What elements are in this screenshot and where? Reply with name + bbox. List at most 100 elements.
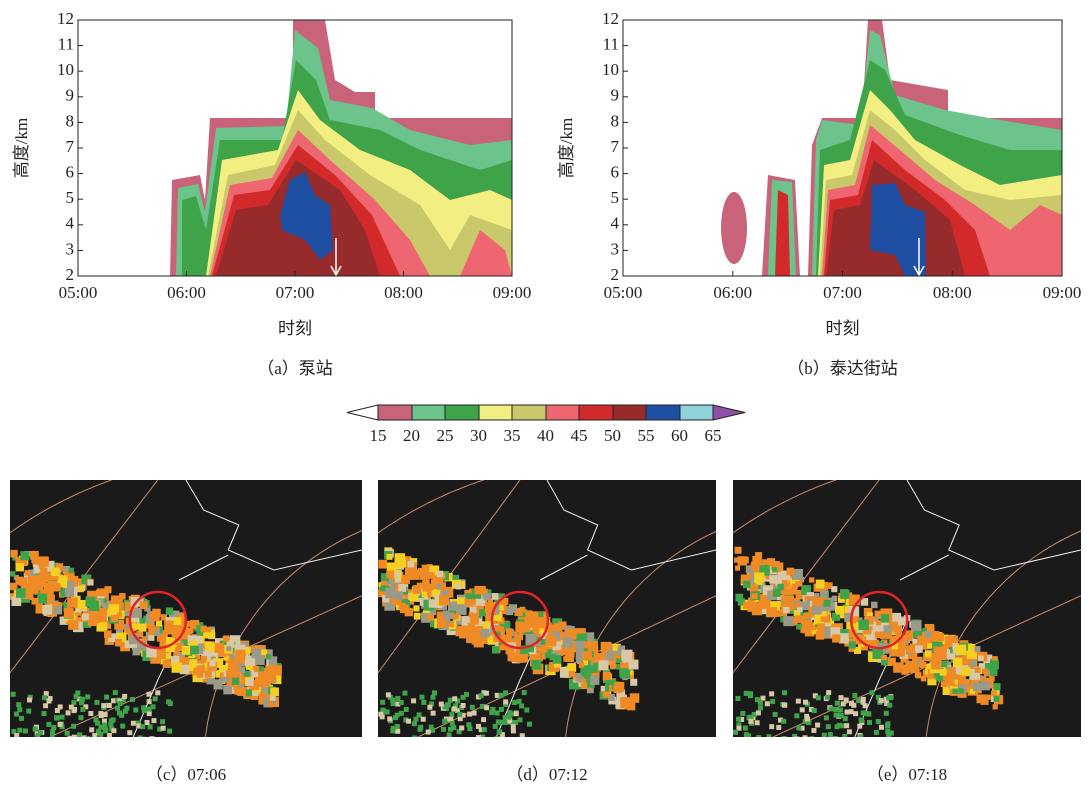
echo	[111, 728, 116, 733]
echo	[167, 729, 172, 734]
echo	[150, 611, 160, 621]
echo	[844, 710, 849, 715]
echo	[863, 703, 868, 708]
echo	[52, 583, 60, 591]
echo	[493, 724, 498, 729]
echo	[584, 642, 591, 649]
y-tick-label: 6	[66, 163, 75, 182]
echo	[201, 626, 207, 632]
echo	[812, 708, 817, 713]
echo	[792, 734, 797, 739]
echo	[385, 709, 390, 714]
echo	[517, 699, 522, 704]
echo	[66, 710, 71, 715]
echo	[735, 594, 743, 602]
echo	[881, 614, 889, 622]
echo	[767, 607, 777, 617]
echo	[931, 660, 941, 670]
echo	[50, 729, 55, 734]
echo	[577, 676, 583, 682]
echo	[153, 737, 158, 742]
echo	[80, 697, 85, 702]
echo	[752, 593, 758, 599]
echo	[246, 679, 253, 686]
echo	[831, 586, 837, 592]
colorbar-label: 15	[370, 426, 387, 445]
echo	[450, 721, 455, 726]
echo	[812, 597, 821, 606]
echo	[803, 735, 808, 740]
echo	[620, 668, 630, 678]
echo	[474, 586, 482, 594]
echo	[773, 712, 778, 717]
echo	[579, 662, 584, 667]
echo	[805, 739, 810, 744]
echo	[166, 608, 173, 615]
echo	[47, 699, 52, 704]
y-tick-label: 8	[66, 111, 75, 130]
echo	[82, 613, 89, 620]
echo	[458, 716, 463, 721]
echo	[130, 697, 135, 702]
echo	[752, 605, 762, 615]
echo	[837, 723, 842, 728]
echo	[60, 739, 65, 744]
y-tick-label: 7	[611, 137, 620, 156]
colorbar-label: 40	[537, 426, 554, 445]
echo	[527, 722, 532, 727]
echo	[20, 551, 29, 560]
echo	[14, 733, 19, 738]
echo	[517, 739, 522, 744]
echo	[151, 718, 156, 723]
echo	[41, 711, 46, 716]
echo	[404, 707, 409, 712]
echo	[421, 717, 426, 722]
echo	[873, 649, 883, 659]
echo	[817, 623, 825, 631]
echo	[531, 660, 541, 670]
echo	[630, 679, 637, 686]
echo	[15, 577, 23, 585]
echo	[14, 712, 19, 717]
echo	[826, 724, 831, 729]
echo	[897, 648, 905, 656]
echo	[934, 647, 944, 657]
echo	[849, 641, 856, 648]
colorbar-label: 55	[638, 426, 655, 445]
echo	[562, 637, 572, 647]
echo	[245, 689, 252, 696]
y-tick-label: 8	[611, 111, 620, 130]
echo	[834, 740, 839, 745]
echo	[511, 724, 516, 729]
echo	[507, 710, 512, 715]
echo	[802, 626, 809, 633]
echo	[884, 711, 889, 716]
echo	[443, 737, 448, 742]
echo	[511, 728, 516, 733]
echo	[907, 645, 912, 650]
radar-image	[0, 456, 392, 757]
echo	[65, 731, 70, 736]
echo	[920, 662, 926, 668]
echo	[232, 678, 239, 685]
echo	[458, 738, 463, 743]
echo	[127, 730, 132, 735]
echo	[829, 706, 834, 711]
y-tick-label: 11	[58, 35, 74, 54]
caption: （a）泵站	[257, 359, 333, 378]
echo	[103, 728, 108, 733]
echo	[239, 667, 245, 673]
echo	[84, 740, 89, 745]
echo	[487, 737, 492, 742]
echo	[469, 612, 474, 617]
echo	[395, 729, 400, 734]
echo	[874, 730, 879, 735]
echo	[783, 616, 793, 626]
echo	[54, 606, 63, 615]
echo	[822, 733, 827, 738]
echo	[17, 728, 22, 733]
echo	[163, 660, 171, 668]
echo	[961, 667, 970, 676]
echo	[268, 676, 274, 682]
echo	[797, 607, 802, 612]
